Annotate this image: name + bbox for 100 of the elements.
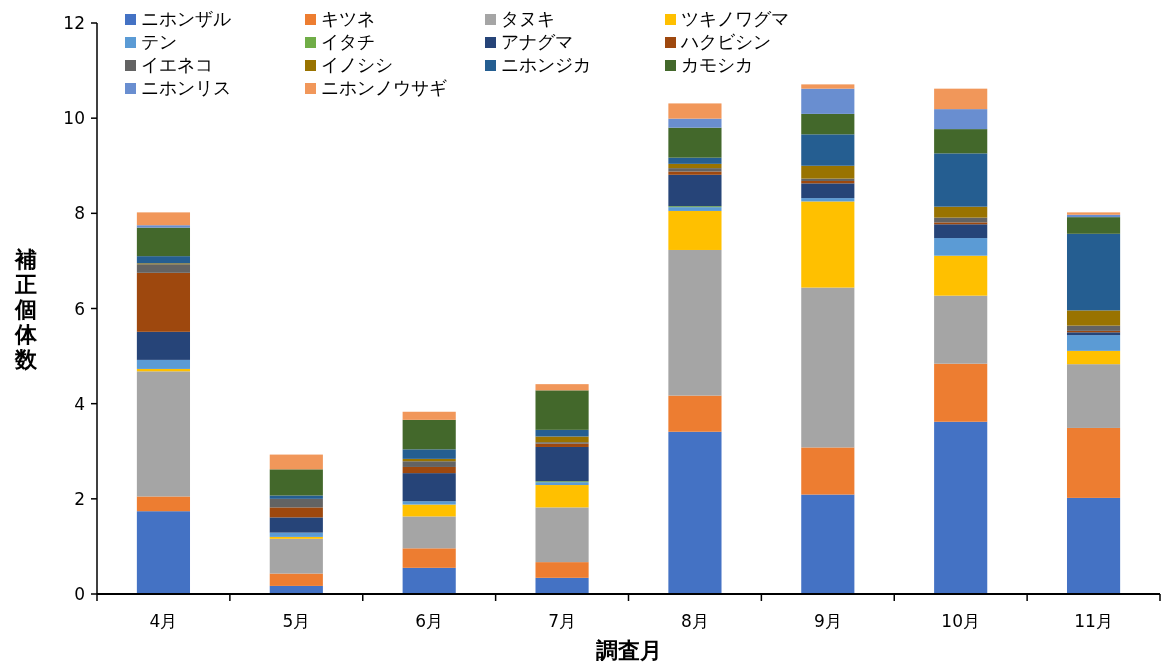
bar [535, 562, 589, 578]
legend-label: キツネ [321, 8, 375, 29]
legend-label: イエネコ [141, 54, 213, 75]
bar [136, 227, 191, 257]
bar [934, 224, 988, 239]
bar [269, 532, 323, 537]
x-tick-label: 11月 [1074, 611, 1113, 631]
legend-label: カモシカ [681, 54, 753, 75]
y-tick-label: 6 [74, 298, 85, 319]
bar [801, 183, 855, 199]
x-tick-label: 10月 [941, 611, 981, 631]
bar [1066, 325, 1121, 331]
bar [402, 504, 456, 517]
x-tick-label: 7月 [548, 611, 576, 631]
bar [402, 501, 456, 505]
bar [535, 384, 589, 391]
y-tick-label: 0 [74, 584, 85, 604]
bar [402, 473, 456, 502]
bar [136, 225, 191, 228]
bar [402, 419, 456, 450]
y-axis-title: 補正個体数 [14, 246, 38, 372]
bar [934, 421, 988, 594]
bar [801, 447, 855, 495]
bar [1066, 335, 1121, 351]
legend-label: テン [141, 31, 177, 52]
bar [801, 113, 855, 135]
legend-label: ツキノワグマ [681, 8, 789, 29]
bar [402, 461, 456, 467]
bar [668, 174, 722, 207]
bar [668, 103, 722, 119]
bar [668, 118, 722, 128]
bar [1066, 364, 1121, 428]
x-tick-label: 5月 [282, 611, 311, 631]
bar [136, 212, 191, 226]
bar [269, 469, 323, 496]
bar [535, 390, 589, 430]
bar [1066, 310, 1121, 326]
bar [535, 485, 589, 508]
bar [668, 157, 722, 164]
bar [801, 84, 855, 89]
bar [801, 198, 855, 202]
legend-label: イノシシ [321, 54, 393, 75]
bar [1066, 217, 1121, 234]
bar [535, 446, 589, 482]
bar [934, 88, 988, 110]
bar [535, 436, 589, 443]
x-tick-label: 4月 [149, 611, 178, 631]
bar [668, 431, 722, 594]
legend-label: イタチ [321, 31, 375, 52]
bar [269, 498, 323, 508]
legend-label: ニホンリス [141, 77, 231, 98]
bar [1066, 350, 1121, 365]
bar [1066, 427, 1121, 498]
bar [668, 127, 722, 158]
bar [402, 411, 456, 420]
bar [535, 577, 589, 594]
y-tick-label: 12 [63, 13, 85, 33]
bar [402, 466, 456, 474]
bar [934, 129, 988, 154]
bar [269, 538, 323, 574]
bar [269, 573, 323, 586]
bar [934, 153, 988, 207]
bar [1066, 233, 1121, 311]
x-tick-label: 6月 [415, 611, 444, 631]
x-tick-label: 9月 [813, 611, 842, 631]
bar [668, 210, 722, 250]
bar [136, 272, 191, 332]
bar [136, 496, 191, 512]
bar [136, 331, 191, 360]
y-tick-label: 10 [63, 108, 85, 129]
bar [934, 238, 988, 256]
bar [269, 517, 323, 533]
bar [801, 287, 855, 448]
bar [136, 511, 191, 594]
bar [801, 165, 855, 179]
legend-label: ニホンザル [141, 8, 231, 29]
bar [269, 454, 323, 470]
bar [934, 295, 988, 364]
bar [801, 134, 855, 166]
legend-label: タヌキ [501, 8, 555, 29]
bar [668, 395, 722, 432]
bar [934, 255, 988, 296]
bar [668, 249, 722, 396]
y-tick-label: 2 [74, 488, 85, 509]
bar [668, 163, 722, 169]
bar [402, 567, 456, 594]
x-tick-label: 8月 [681, 611, 709, 631]
bar [801, 88, 855, 114]
bar [136, 264, 191, 273]
legend-label: ハクビシン [680, 31, 771, 52]
bar [1066, 497, 1121, 594]
bar [535, 507, 589, 563]
bar [934, 363, 988, 422]
legend-label: ニホンノウサギ [321, 77, 447, 98]
bar [535, 429, 589, 437]
bar [136, 359, 191, 369]
y-tick-label: 8 [74, 203, 85, 224]
legend-label: アナグマ [501, 31, 573, 52]
bar [269, 507, 323, 518]
bar [402, 516, 456, 549]
